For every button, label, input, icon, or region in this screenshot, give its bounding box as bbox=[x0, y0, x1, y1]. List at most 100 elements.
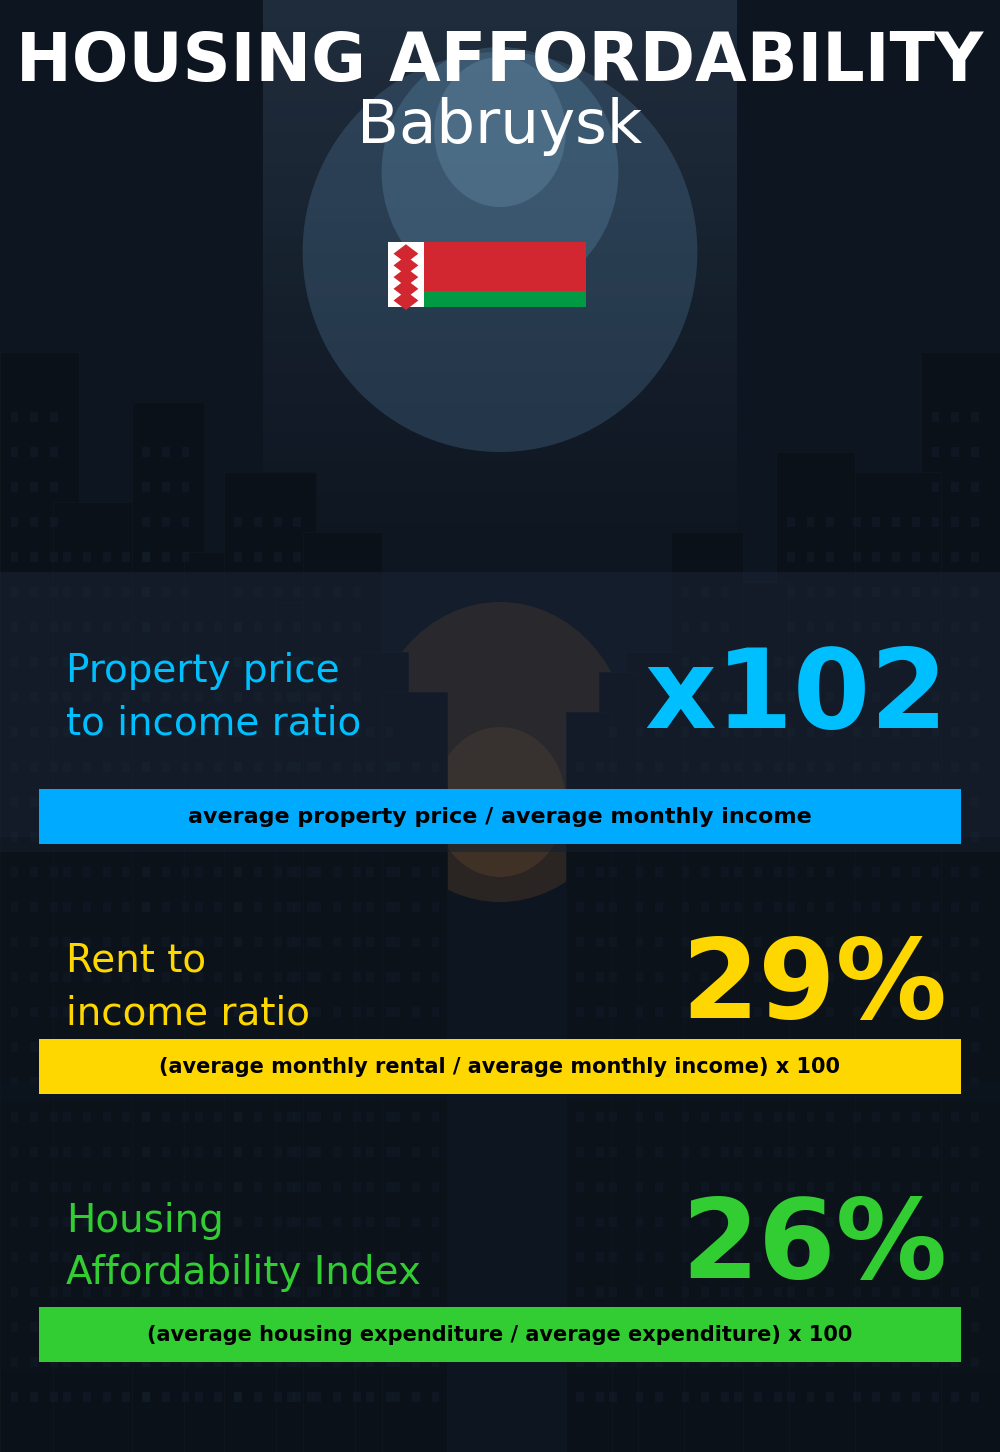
FancyBboxPatch shape bbox=[303, 531, 382, 1452]
FancyBboxPatch shape bbox=[162, 1077, 170, 1088]
FancyBboxPatch shape bbox=[0, 836, 1000, 1102]
FancyBboxPatch shape bbox=[787, 1358, 795, 1366]
FancyBboxPatch shape bbox=[826, 1217, 834, 1227]
FancyBboxPatch shape bbox=[162, 1252, 170, 1262]
FancyBboxPatch shape bbox=[30, 1392, 38, 1403]
FancyBboxPatch shape bbox=[307, 1008, 314, 1016]
FancyBboxPatch shape bbox=[287, 727, 295, 738]
FancyBboxPatch shape bbox=[182, 1112, 189, 1122]
FancyBboxPatch shape bbox=[754, 1252, 762, 1262]
FancyBboxPatch shape bbox=[432, 1392, 439, 1403]
FancyBboxPatch shape bbox=[807, 1147, 814, 1157]
FancyBboxPatch shape bbox=[263, 433, 737, 447]
FancyBboxPatch shape bbox=[142, 1321, 150, 1331]
FancyBboxPatch shape bbox=[142, 937, 150, 947]
FancyBboxPatch shape bbox=[682, 656, 689, 666]
FancyBboxPatch shape bbox=[234, 1077, 242, 1088]
FancyBboxPatch shape bbox=[787, 832, 795, 842]
FancyBboxPatch shape bbox=[11, 867, 18, 877]
FancyBboxPatch shape bbox=[274, 902, 282, 912]
FancyBboxPatch shape bbox=[366, 762, 374, 772]
FancyBboxPatch shape bbox=[892, 762, 900, 772]
FancyBboxPatch shape bbox=[701, 832, 709, 842]
FancyBboxPatch shape bbox=[353, 1043, 361, 1053]
FancyBboxPatch shape bbox=[83, 832, 91, 842]
FancyBboxPatch shape bbox=[366, 1217, 374, 1227]
FancyBboxPatch shape bbox=[853, 517, 861, 527]
FancyBboxPatch shape bbox=[195, 902, 203, 912]
FancyBboxPatch shape bbox=[576, 1321, 584, 1331]
FancyBboxPatch shape bbox=[11, 832, 18, 842]
FancyBboxPatch shape bbox=[951, 867, 959, 877]
FancyBboxPatch shape bbox=[142, 1112, 150, 1122]
Ellipse shape bbox=[303, 52, 697, 452]
FancyBboxPatch shape bbox=[307, 1182, 314, 1192]
FancyBboxPatch shape bbox=[386, 797, 393, 807]
FancyBboxPatch shape bbox=[214, 1112, 222, 1122]
FancyBboxPatch shape bbox=[682, 1077, 689, 1088]
FancyBboxPatch shape bbox=[313, 1392, 321, 1403]
FancyBboxPatch shape bbox=[412, 1112, 420, 1122]
FancyBboxPatch shape bbox=[682, 1008, 689, 1016]
FancyBboxPatch shape bbox=[754, 832, 762, 842]
FancyBboxPatch shape bbox=[701, 1182, 709, 1192]
FancyBboxPatch shape bbox=[234, 552, 242, 562]
FancyBboxPatch shape bbox=[182, 797, 189, 807]
FancyBboxPatch shape bbox=[636, 727, 643, 738]
FancyBboxPatch shape bbox=[293, 1077, 301, 1088]
FancyBboxPatch shape bbox=[50, 1392, 58, 1403]
FancyBboxPatch shape bbox=[826, 1112, 834, 1122]
FancyBboxPatch shape bbox=[142, 832, 150, 842]
FancyBboxPatch shape bbox=[826, 1147, 834, 1157]
FancyBboxPatch shape bbox=[892, 1358, 900, 1366]
FancyBboxPatch shape bbox=[293, 517, 301, 527]
FancyBboxPatch shape bbox=[721, 1321, 729, 1331]
FancyBboxPatch shape bbox=[50, 412, 58, 423]
FancyBboxPatch shape bbox=[182, 447, 189, 457]
FancyBboxPatch shape bbox=[734, 656, 742, 666]
FancyBboxPatch shape bbox=[50, 517, 58, 527]
FancyBboxPatch shape bbox=[182, 1043, 189, 1053]
FancyBboxPatch shape bbox=[254, 937, 262, 947]
FancyBboxPatch shape bbox=[754, 971, 762, 982]
FancyBboxPatch shape bbox=[254, 1112, 262, 1122]
FancyBboxPatch shape bbox=[293, 832, 301, 842]
FancyBboxPatch shape bbox=[142, 1008, 150, 1016]
FancyBboxPatch shape bbox=[287, 1217, 295, 1227]
FancyBboxPatch shape bbox=[921, 351, 1000, 1452]
FancyBboxPatch shape bbox=[263, 447, 737, 462]
FancyBboxPatch shape bbox=[971, 1321, 979, 1331]
FancyBboxPatch shape bbox=[214, 1392, 222, 1403]
FancyBboxPatch shape bbox=[971, 902, 979, 912]
FancyBboxPatch shape bbox=[195, 1147, 203, 1157]
FancyBboxPatch shape bbox=[807, 762, 814, 772]
FancyBboxPatch shape bbox=[254, 727, 262, 738]
FancyBboxPatch shape bbox=[293, 867, 301, 877]
FancyBboxPatch shape bbox=[103, 832, 111, 842]
FancyBboxPatch shape bbox=[142, 867, 150, 877]
FancyBboxPatch shape bbox=[353, 797, 361, 807]
FancyBboxPatch shape bbox=[274, 693, 282, 701]
FancyBboxPatch shape bbox=[787, 1217, 795, 1227]
FancyBboxPatch shape bbox=[162, 1008, 170, 1016]
FancyBboxPatch shape bbox=[274, 1147, 282, 1157]
FancyBboxPatch shape bbox=[39, 1040, 961, 1093]
FancyBboxPatch shape bbox=[412, 1252, 420, 1262]
FancyBboxPatch shape bbox=[287, 1392, 295, 1403]
FancyBboxPatch shape bbox=[214, 1077, 222, 1088]
FancyBboxPatch shape bbox=[721, 1043, 729, 1053]
FancyBboxPatch shape bbox=[307, 1077, 314, 1088]
FancyBboxPatch shape bbox=[142, 1043, 150, 1053]
FancyBboxPatch shape bbox=[807, 867, 814, 877]
FancyBboxPatch shape bbox=[655, 1043, 663, 1053]
FancyBboxPatch shape bbox=[142, 1147, 150, 1157]
FancyBboxPatch shape bbox=[971, 762, 979, 772]
FancyBboxPatch shape bbox=[951, 1147, 959, 1157]
FancyBboxPatch shape bbox=[412, 1182, 420, 1192]
FancyBboxPatch shape bbox=[83, 587, 91, 597]
FancyBboxPatch shape bbox=[412, 1392, 420, 1403]
FancyBboxPatch shape bbox=[254, 762, 262, 772]
FancyBboxPatch shape bbox=[162, 1286, 170, 1297]
FancyBboxPatch shape bbox=[721, 762, 729, 772]
FancyBboxPatch shape bbox=[912, 867, 920, 877]
